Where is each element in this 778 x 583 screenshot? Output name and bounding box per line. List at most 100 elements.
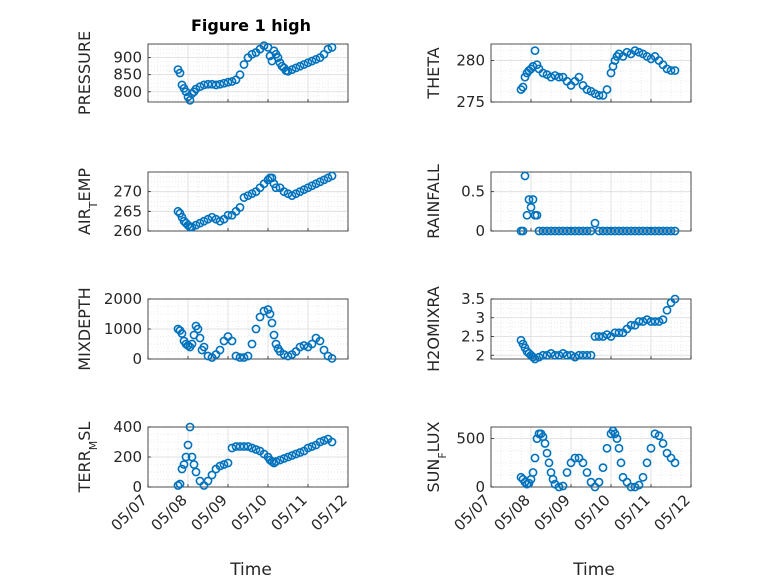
data-point [598,90,608,100]
data-point [185,422,195,432]
y-axis-label: TERRMSL [75,422,100,494]
x-axis-label-left: Time [229,560,272,580]
data-point [562,350,572,360]
chart-title: Figure 1 high [191,16,311,35]
data-point [616,458,626,468]
data-point [219,460,229,469]
data-point [612,434,622,444]
data-point [283,452,293,462]
data-point [207,79,217,89]
data-point [315,336,325,346]
data-point [207,470,217,480]
y-tick-label: 280 [456,52,485,70]
x-tick-label: 05/08 [148,491,191,534]
series-markers [173,305,337,363]
data-point [307,339,317,349]
grid [147,426,349,488]
data-point [544,458,554,468]
data-point [550,71,560,80]
grid [490,298,692,359]
y-tick-label: 2000 [104,290,142,308]
data-point [291,449,301,459]
data-point [582,468,592,477]
data-point [670,458,680,468]
data-point [518,226,528,236]
series-markers [173,41,337,105]
data-point [610,429,620,439]
data-point [538,68,548,78]
data-point [554,72,564,82]
x-axis-label-right: Time [572,560,615,580]
data-point [614,328,624,338]
data-point [183,341,193,350]
series-markers [516,171,680,236]
data-point [520,72,530,82]
data-point [634,480,644,490]
data-point [275,455,285,465]
data-point [259,41,269,51]
data-point [528,468,538,477]
y-tick-label: 2 [475,346,485,364]
data-point [173,206,183,216]
y-tick-label: 265 [113,202,142,220]
data-point [550,350,560,360]
data-point [524,195,534,204]
data-point [251,324,261,334]
data-point [199,342,209,352]
data-point [526,202,536,212]
data-point [243,442,253,451]
data-point [554,482,564,492]
data-point [670,66,680,75]
data-point [642,458,652,468]
y-tick-label: 200 [113,448,142,466]
x-tick-label: 05/10 [571,491,614,534]
data-point [530,46,540,56]
x-tick-label: 05/07 [108,491,151,534]
data-point [227,77,237,86]
data-point [263,305,273,314]
data-point [327,43,337,52]
data-point [227,336,237,346]
data-point [670,294,680,304]
data-point [181,452,191,462]
y-tick-label: 3.5 [461,290,485,308]
data-point [590,89,600,99]
data-point [594,477,604,487]
data-point [532,210,542,220]
axes-frame [147,171,349,232]
series-markers [516,46,680,100]
data-point [187,339,197,349]
y-tick-label: 1000 [104,320,142,338]
data-point [193,324,203,334]
data-point [662,64,672,74]
grid [147,44,349,102]
series-markers [516,294,680,364]
y-axis-label: THETA [424,47,443,99]
data-point [670,226,680,236]
data-point [195,333,205,343]
y-tick-label: 850 [113,66,142,84]
data-point [532,60,542,70]
subplot-2: 275 280 THETA [424,43,692,111]
data-point [283,351,293,361]
data-point [319,436,329,445]
data-point [528,195,538,204]
grid [147,298,349,360]
data-point [548,474,558,484]
data-point [239,442,249,451]
data-point [311,54,321,64]
data-point [542,448,552,458]
data-point [327,437,337,447]
axes-frame [490,43,692,103]
subplot-5: 0 1000 2000 MIXDEPTH [75,287,349,371]
y-tick-label: 400 [113,418,142,436]
data-point [227,443,237,453]
y-axis-label: H2OMIXRA [424,286,443,372]
data-point [622,47,632,57]
data-point [295,61,305,71]
data-point [251,445,261,454]
data-point [666,226,676,236]
y-tick-label: 0 [132,350,142,368]
data-point [658,439,668,448]
